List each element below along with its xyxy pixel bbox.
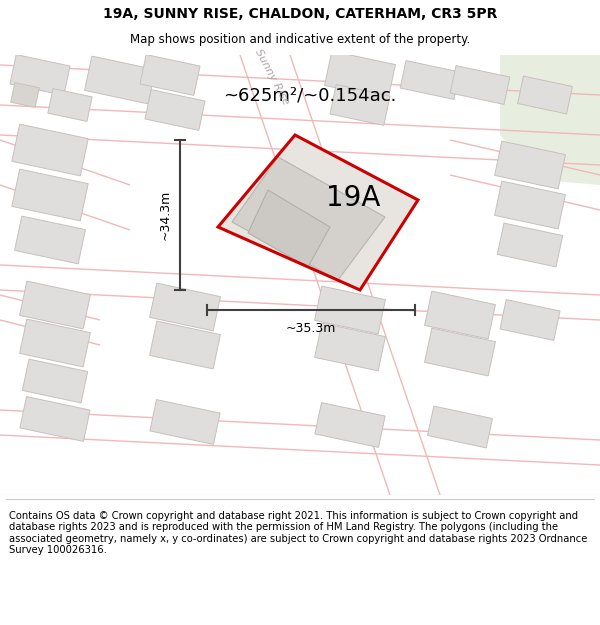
Polygon shape (497, 223, 563, 267)
Polygon shape (140, 54, 200, 96)
Polygon shape (20, 281, 91, 329)
Polygon shape (149, 283, 220, 331)
Polygon shape (425, 291, 496, 339)
Polygon shape (149, 321, 220, 369)
Polygon shape (20, 397, 90, 441)
Polygon shape (248, 190, 330, 267)
Text: Sunny Rise: Sunny Rise (253, 48, 291, 107)
Polygon shape (11, 82, 40, 107)
Text: 19A, SUNNY RISE, CHALDON, CATERHAM, CR3 5PR: 19A, SUNNY RISE, CHALDON, CATERHAM, CR3 … (103, 7, 497, 21)
Polygon shape (325, 51, 395, 99)
Polygon shape (48, 89, 92, 121)
Polygon shape (500, 55, 600, 185)
Polygon shape (145, 89, 205, 131)
Polygon shape (22, 359, 88, 403)
Polygon shape (232, 157, 385, 280)
Polygon shape (494, 181, 565, 229)
Polygon shape (450, 66, 510, 104)
Polygon shape (314, 323, 385, 371)
Polygon shape (428, 406, 493, 448)
Polygon shape (150, 399, 220, 444)
Polygon shape (518, 76, 572, 114)
Polygon shape (425, 328, 496, 376)
Polygon shape (314, 286, 385, 334)
Text: Contains OS data © Crown copyright and database right 2021. This information is : Contains OS data © Crown copyright and d… (9, 511, 587, 556)
Polygon shape (85, 56, 155, 104)
Polygon shape (500, 299, 560, 341)
Polygon shape (20, 319, 91, 367)
Polygon shape (10, 54, 70, 96)
Text: ~34.3m: ~34.3m (159, 190, 172, 240)
Polygon shape (12, 124, 88, 176)
Polygon shape (400, 61, 460, 99)
Text: Map shows position and indicative extent of the property.: Map shows position and indicative extent… (130, 33, 470, 46)
Text: ~625m²/~0.154ac.: ~625m²/~0.154ac. (223, 87, 397, 105)
Polygon shape (14, 216, 85, 264)
Polygon shape (330, 84, 390, 126)
Polygon shape (218, 135, 418, 290)
Text: ~35.3m: ~35.3m (286, 322, 336, 335)
Polygon shape (315, 402, 385, 448)
Polygon shape (494, 141, 565, 189)
Polygon shape (12, 169, 88, 221)
Text: 19A: 19A (326, 184, 380, 212)
